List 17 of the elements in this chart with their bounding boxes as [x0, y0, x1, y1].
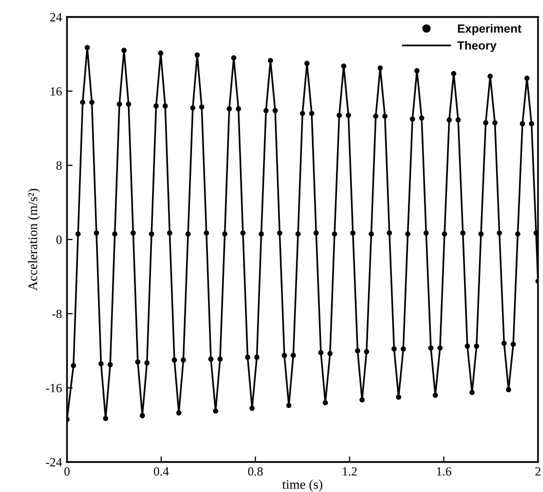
x-tick-label: 2 [535, 467, 540, 476]
x-tick-label: 0 [64, 467, 70, 476]
y-tick-label: -24 [46, 458, 62, 466]
x-axis-title: time (s) [282, 480, 322, 492]
y-tick-label: -16 [46, 384, 62, 392]
y-tick-label: 16 [50, 87, 62, 96]
y-tick-label: 8 [56, 161, 62, 170]
y-tick-label: 0 [56, 236, 62, 244]
legend-label: Theory [457, 40, 496, 52]
x-tick-label: 0.4 [154, 467, 169, 476]
y-tick-label: 24 [50, 13, 62, 22]
y-axis-title: Acceleration (m/s²) [28, 188, 40, 291]
x-tick-label: 1.6 [437, 467, 452, 476]
x-tick-label: 1.2 [342, 467, 357, 476]
x-tick-label: 0.8 [248, 467, 263, 476]
legend-label: Experiment [458, 24, 522, 36]
y-tick-label: -8 [52, 310, 62, 318]
